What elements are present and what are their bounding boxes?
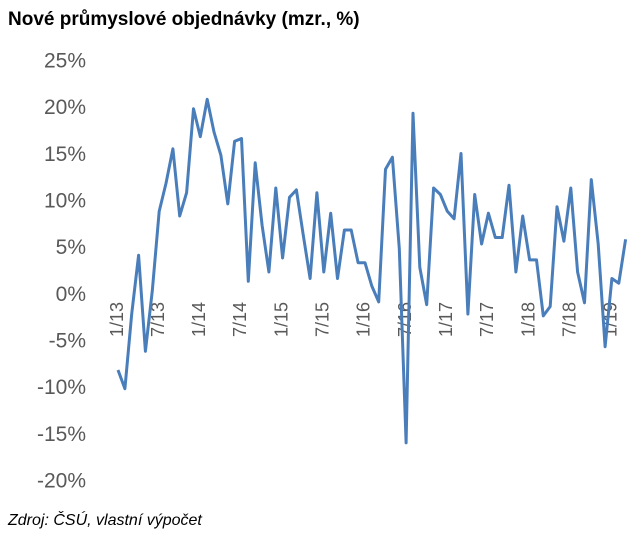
y-tick-label: -20% [37,470,86,493]
y-tick-label: 5% [56,236,86,259]
y-tick-label: 10% [44,190,86,213]
y-tick-label: 0% [56,283,86,306]
data-line [116,97,628,445]
y-tick-label: -5% [49,330,86,353]
y-tick-label: -10% [37,376,86,399]
chart-title: Nové průmyslové objednávky (mzr., %) [8,9,360,30]
x-tick-label: 7/17 [477,302,497,337]
x-tick-label: 7/14 [230,302,250,337]
y-tick-label: 25% [44,50,86,73]
x-tick-label: 7/13 [148,302,168,337]
x-tick-label: 1/17 [436,302,456,337]
x-tick-label: 1/15 [271,302,291,337]
x-tick-label: 7/16 [395,302,415,337]
y-tick-label: -15% [37,423,86,446]
x-tick-label: 1/18 [518,302,538,337]
x-tick-label: 1/16 [354,302,374,337]
x-tick-label: 1/13 [107,302,127,337]
x-tick-label: 7/18 [560,302,580,337]
y-tick-label: 20% [44,96,86,119]
x-tick-label: 7/15 [313,302,333,337]
x-tick-label: 1/14 [189,302,209,337]
source-note: Zdroj: ČSÚ, vlastní výpočet [7,510,202,529]
y-tick-label: 15% [44,143,86,166]
